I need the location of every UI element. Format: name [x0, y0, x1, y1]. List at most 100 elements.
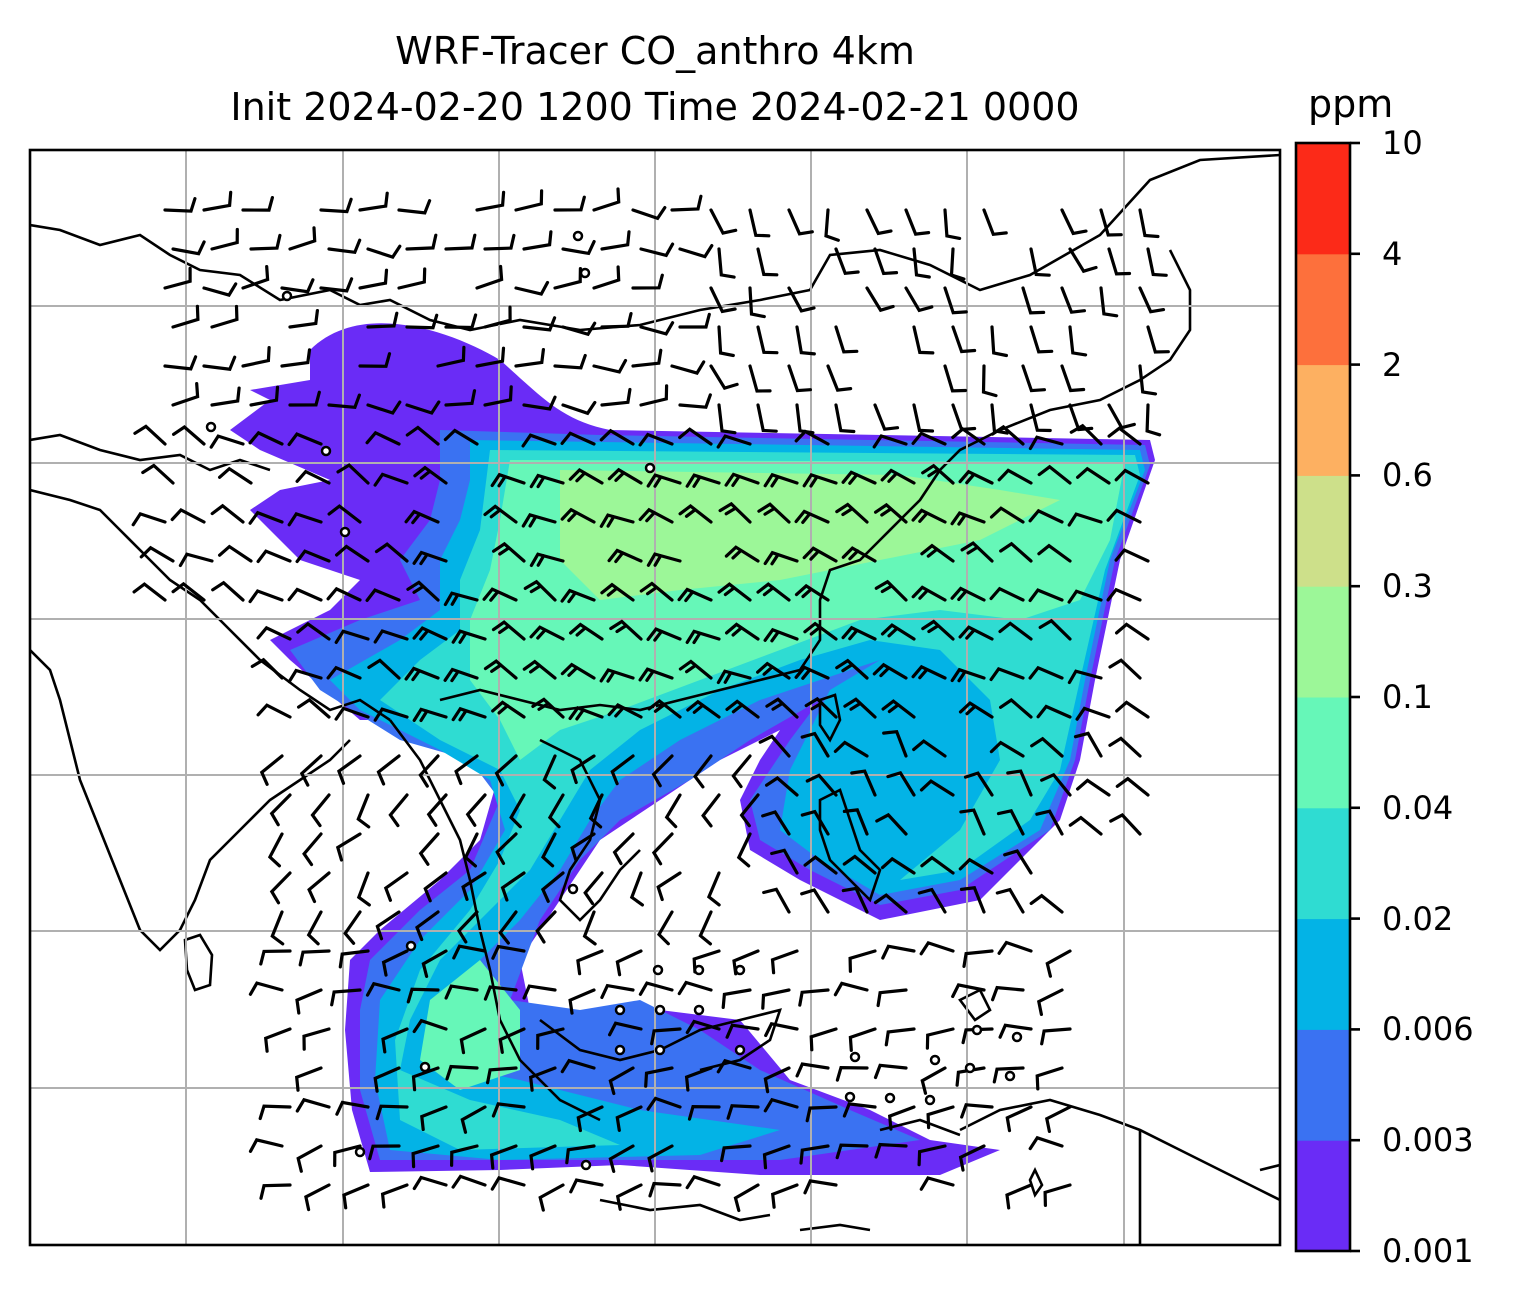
wind-barb: [1028, 508, 1064, 524]
wind-barb: [259, 1183, 292, 1200]
wind-barb: [388, 793, 409, 828]
wind-barb: [1145, 403, 1162, 437]
wind-barb: [989, 586, 1025, 602]
wind-barb: [1146, 325, 1170, 354]
wind-barb: [490, 472, 526, 488]
wind-barb: [904, 286, 934, 313]
wind-barb: [646, 552, 682, 567]
wind-barb: [763, 472, 799, 488]
wind-barb: [803, 855, 838, 875]
wind-barb: [583, 871, 604, 906]
wind-barb: [599, 513, 635, 528]
colorbar: [1294, 141, 1360, 1253]
wind-barb: [770, 949, 799, 975]
wind-barb: [959, 886, 986, 914]
wind-barb: [787, 364, 812, 393]
wind-barb: [133, 424, 167, 446]
wind-barb: [436, 345, 466, 368]
wind-barb: [800, 809, 830, 836]
wind-barb: [651, 832, 674, 866]
wind-barb: [565, 1144, 596, 1165]
wind-barb: [724, 472, 760, 487]
wind-barb: [202, 190, 233, 212]
wind-barb: [951, 325, 977, 354]
wind-barb: [412, 550, 448, 566]
wind-barb: [210, 386, 241, 407]
wind-barb: [912, 325, 935, 355]
wind-barb: [872, 662, 908, 680]
wind-barb: [921, 619, 955, 641]
wind-barb: [880, 856, 916, 875]
wind-barb: [886, 771, 916, 797]
wind-barb: [951, 426, 986, 446]
colorbar-segment: [1296, 697, 1350, 809]
wind-barb: [375, 1104, 409, 1121]
wind-barb: [475, 264, 504, 290]
wind-barb: [795, 325, 816, 356]
wind-barb: [770, 848, 799, 875]
wind-barb: [1035, 1066, 1064, 1091]
wind-barb: [1040, 1027, 1072, 1046]
wind-barb: [299, 754, 323, 787]
wind-barb: [529, 625, 565, 641]
wind-barb: [132, 582, 167, 602]
wind-barb: [1138, 286, 1166, 314]
wind-barb: [1060, 364, 1086, 393]
wind-barb: [269, 793, 292, 827]
wind-barb: [420, 1105, 448, 1131]
wind-barb: [717, 403, 737, 435]
wind-barb: [1029, 247, 1051, 277]
wind-barb: [607, 548, 643, 564]
calm-wind-marker: [281, 290, 293, 302]
wind-barb: [920, 855, 955, 875]
wind-barb: [725, 622, 760, 641]
colorbar-segment: [1296, 364, 1350, 476]
wind-barb: [294, 1066, 323, 1092]
wind-barb: [919, 940, 955, 956]
wind-barb: [684, 1066, 713, 1092]
wind-barb: [1068, 325, 1088, 357]
wind-barb: [373, 472, 409, 487]
wind-barb: [248, 981, 284, 996]
wind-barb: [452, 944, 487, 960]
wind-barb: [962, 949, 994, 968]
wind-barb: [1107, 247, 1132, 276]
calm-wind-marker: [964, 1062, 976, 1074]
wind-barb: [426, 793, 448, 827]
wind-barb: [288, 390, 321, 407]
wind-barb: [542, 754, 557, 790]
wind-barb: [319, 197, 353, 214]
wind-barb: [1038, 618, 1072, 641]
wind-barb: [615, 1105, 643, 1132]
wind-barb: [444, 389, 477, 407]
wind-barb: [334, 629, 370, 644]
colorbar-segment: [1296, 586, 1350, 698]
wind-barb: [1005, 1105, 1033, 1133]
wind-barb: [514, 189, 544, 212]
wind-barb: [210, 304, 239, 329]
wind-barb: [833, 981, 869, 997]
wind-barb: [302, 1027, 331, 1051]
wind-barb: [720, 1144, 752, 1163]
wind-barb: [1045, 949, 1072, 978]
wind-barb: [451, 706, 487, 722]
wind-barb: [709, 286, 737, 314]
wind-barb: [678, 393, 712, 409]
wind-barb: [992, 1066, 1025, 1084]
wind-barb: [881, 699, 916, 719]
wind-barb: [764, 1021, 799, 1038]
calm-wind-marker: [339, 526, 351, 538]
wind-barb: [373, 629, 409, 644]
title-line-1: WRF-Tracer CO_anthro 4km: [395, 29, 915, 73]
wind-barb: [568, 705, 604, 721]
wind-barb: [381, 1027, 409, 1054]
wind-barb: [450, 1144, 479, 1167]
wind-barb: [335, 544, 370, 563]
wind-barb: [716, 669, 752, 685]
wind-barb: [521, 433, 557, 448]
wind-barb: [615, 949, 643, 977]
wind-barb: [297, 697, 331, 719]
wind-barb: [570, 832, 596, 862]
calm-wind-marker: [1004, 1070, 1016, 1082]
wind-barb: [248, 510, 284, 525]
